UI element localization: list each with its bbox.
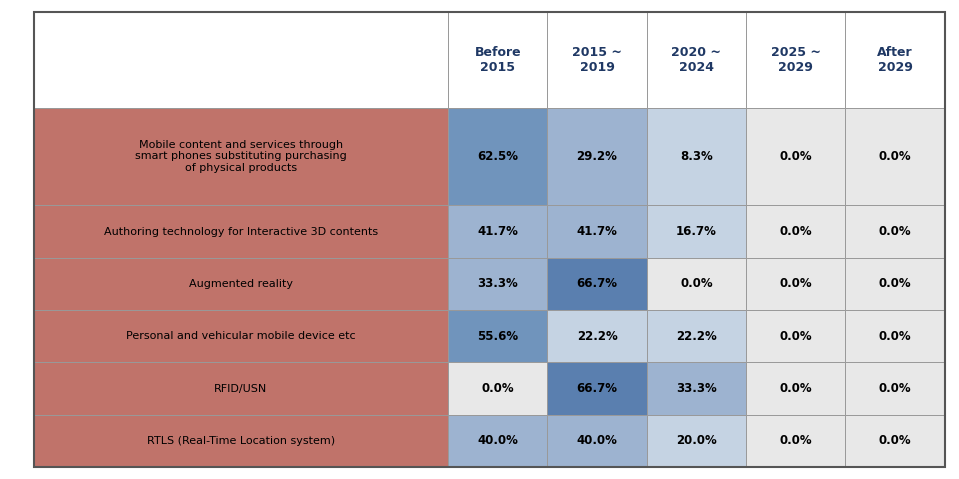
Text: Before
2015: Before 2015: [475, 46, 521, 74]
Text: Authoring technology for Interactive 3D contents: Authoring technology for Interactive 3D …: [104, 227, 378, 237]
Text: 0.0%: 0.0%: [481, 382, 514, 395]
Text: RFID/USN: RFID/USN: [214, 384, 268, 394]
Bar: [448, 108, 548, 205]
Bar: [746, 310, 845, 362]
Bar: [845, 12, 945, 108]
Bar: [448, 12, 548, 108]
Text: 0.0%: 0.0%: [878, 330, 911, 342]
Bar: [34, 310, 448, 362]
Bar: [845, 108, 945, 205]
Bar: [34, 12, 448, 108]
Bar: [548, 108, 646, 205]
Bar: [746, 205, 845, 258]
Text: 20.0%: 20.0%: [676, 434, 716, 447]
Text: 0.0%: 0.0%: [878, 382, 911, 395]
Bar: [646, 12, 746, 108]
Text: 0.0%: 0.0%: [780, 434, 812, 447]
Text: 0.0%: 0.0%: [780, 277, 812, 290]
Bar: [34, 108, 448, 205]
Text: 40.0%: 40.0%: [478, 434, 518, 447]
Text: 22.2%: 22.2%: [676, 330, 716, 342]
Text: 0.0%: 0.0%: [780, 382, 812, 395]
Text: 0.0%: 0.0%: [878, 277, 911, 290]
Bar: [646, 205, 746, 258]
Text: 2015 ~
2019: 2015 ~ 2019: [573, 46, 622, 74]
Text: 16.7%: 16.7%: [676, 225, 716, 238]
Bar: [845, 362, 945, 415]
Text: Mobile content and services through
smart phones substituting purchasing
of phys: Mobile content and services through smar…: [135, 140, 347, 173]
Bar: [548, 310, 646, 362]
Bar: [34, 205, 448, 258]
Text: 0.0%: 0.0%: [780, 150, 812, 163]
Text: RTLS (Real-Time Location system): RTLS (Real-Time Location system): [147, 436, 335, 446]
Bar: [448, 362, 548, 415]
Bar: [448, 415, 548, 467]
Bar: [646, 310, 746, 362]
Bar: [845, 205, 945, 258]
Bar: [448, 205, 548, 258]
Text: 2025 ~
2029: 2025 ~ 2029: [771, 46, 821, 74]
Bar: [845, 310, 945, 362]
Bar: [845, 415, 945, 467]
Text: 62.5%: 62.5%: [478, 150, 518, 163]
Bar: [448, 310, 548, 362]
Bar: [548, 415, 646, 467]
Text: Augmented reality: Augmented reality: [189, 279, 292, 289]
Bar: [646, 258, 746, 310]
Bar: [548, 205, 646, 258]
Bar: [646, 108, 746, 205]
Bar: [845, 258, 945, 310]
Text: 29.2%: 29.2%: [576, 150, 618, 163]
Text: 2020 ~
2024: 2020 ~ 2024: [671, 46, 721, 74]
Bar: [746, 415, 845, 467]
Bar: [746, 258, 845, 310]
Text: 0.0%: 0.0%: [878, 434, 911, 447]
Text: 66.7%: 66.7%: [576, 277, 618, 290]
Text: 33.3%: 33.3%: [676, 382, 716, 395]
Bar: [746, 12, 845, 108]
Bar: [34, 362, 448, 415]
Text: 0.0%: 0.0%: [780, 330, 812, 342]
Text: 41.7%: 41.7%: [576, 225, 618, 238]
Text: After
2029: After 2029: [877, 46, 913, 74]
Text: 0.0%: 0.0%: [878, 150, 911, 163]
Bar: [34, 415, 448, 467]
Bar: [646, 362, 746, 415]
Text: 33.3%: 33.3%: [478, 277, 518, 290]
Text: 22.2%: 22.2%: [576, 330, 618, 342]
Text: 66.7%: 66.7%: [576, 382, 618, 395]
Bar: [34, 258, 448, 310]
Bar: [548, 362, 646, 415]
Text: 0.0%: 0.0%: [780, 225, 812, 238]
Bar: [548, 12, 646, 108]
Bar: [746, 362, 845, 415]
Bar: [646, 415, 746, 467]
Text: 8.3%: 8.3%: [680, 150, 713, 163]
Text: 55.6%: 55.6%: [478, 330, 518, 342]
Bar: [746, 108, 845, 205]
Text: Personal and vehicular mobile device etc: Personal and vehicular mobile device etc: [126, 331, 356, 341]
Text: 41.7%: 41.7%: [478, 225, 518, 238]
Text: 0.0%: 0.0%: [680, 277, 713, 290]
Text: 0.0%: 0.0%: [878, 225, 911, 238]
Bar: [448, 258, 548, 310]
Bar: [548, 258, 646, 310]
Text: 40.0%: 40.0%: [576, 434, 618, 447]
